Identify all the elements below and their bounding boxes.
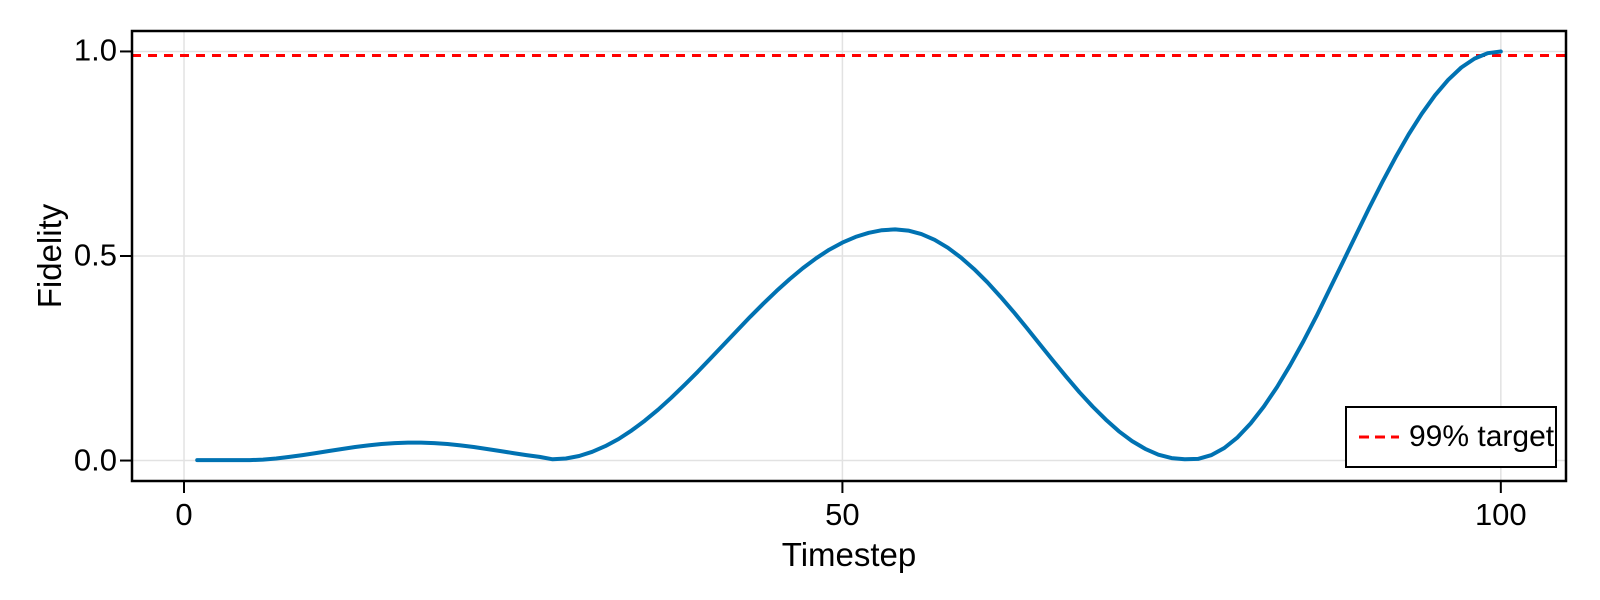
fidelity-curve — [195, 49, 1503, 463]
y-tick-label: 0.5 — [73, 237, 117, 273]
y-tick-label: 0.0 — [73, 441, 117, 477]
legend: 99% target — [1345, 406, 1557, 468]
legend-label: 99% target — [1409, 420, 1555, 453]
x-tick-label: 0 — [175, 497, 193, 532]
x-axis-label: Timestep — [781, 536, 917, 573]
axis-frame — [130, 29, 1568, 483]
y-tick-label: 1.0 — [73, 32, 117, 68]
x-tick-label: 50 — [825, 497, 860, 532]
y-axis-label: Fidelity — [31, 203, 68, 309]
legend-dash-sample-icon — [1359, 435, 1399, 439]
x-tick-label: 100 — [1474, 497, 1527, 532]
